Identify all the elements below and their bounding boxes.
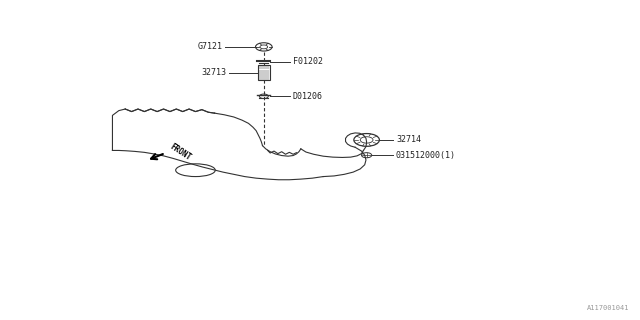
Text: G7121: G7121 <box>198 42 223 52</box>
Text: 32713: 32713 <box>201 68 226 77</box>
Text: D01206: D01206 <box>292 92 323 101</box>
Text: 32714: 32714 <box>396 135 421 144</box>
Bar <box>258 65 269 80</box>
Text: A117001041: A117001041 <box>588 305 630 311</box>
Text: 031512000(1): 031512000(1) <box>396 151 456 160</box>
Text: F01202: F01202 <box>292 57 323 66</box>
Text: FRONT: FRONT <box>169 142 193 162</box>
